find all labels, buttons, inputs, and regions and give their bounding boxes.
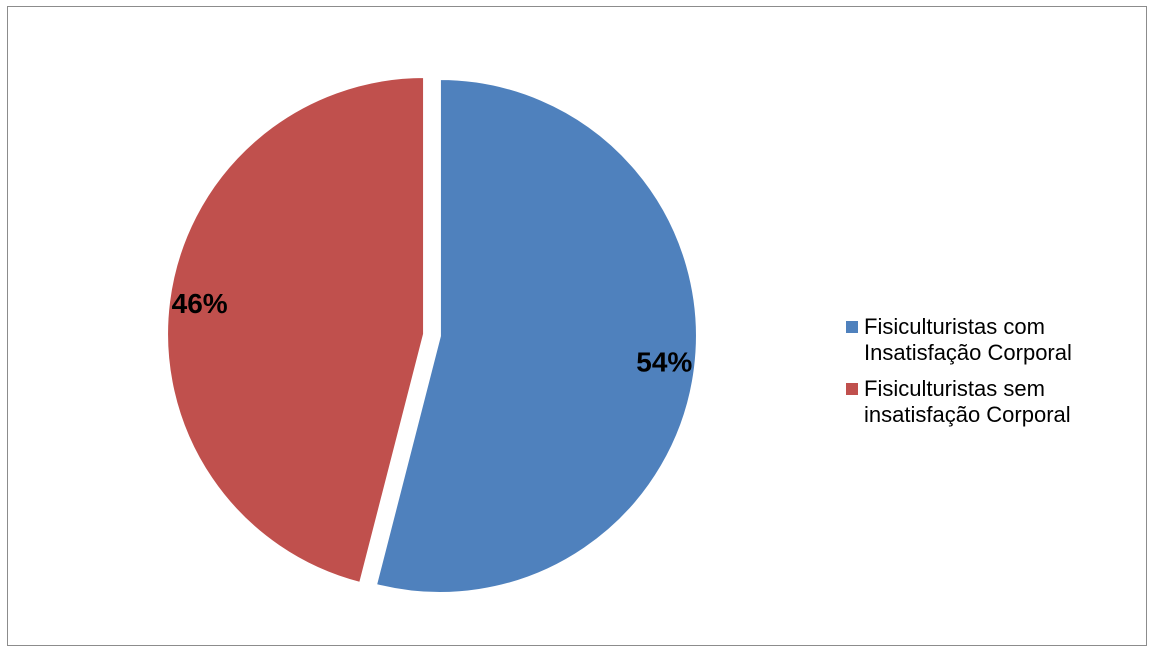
- legend-swatch-sem: [846, 383, 858, 395]
- legend-item-sem: Fisiculturistas sem insatisfação Corpora…: [846, 376, 1072, 428]
- pie-slice-sem: [166, 75, 426, 585]
- legend-swatch-com: [846, 321, 858, 333]
- pie-slice-com: [374, 78, 698, 594]
- data-label-sem: 46%: [172, 288, 228, 319]
- legend-label-com: Fisiculturistas com Insatisfação Corpora…: [864, 314, 1072, 365]
- data-label-com: 54%: [636, 347, 692, 378]
- legend: Fisiculturistas com Insatisfação Corpora…: [846, 314, 1072, 438]
- legend-label-sem: Fisiculturistas sem insatisfação Corpora…: [864, 376, 1071, 427]
- legend-item-com: Fisiculturistas com Insatisfação Corpora…: [846, 314, 1072, 366]
